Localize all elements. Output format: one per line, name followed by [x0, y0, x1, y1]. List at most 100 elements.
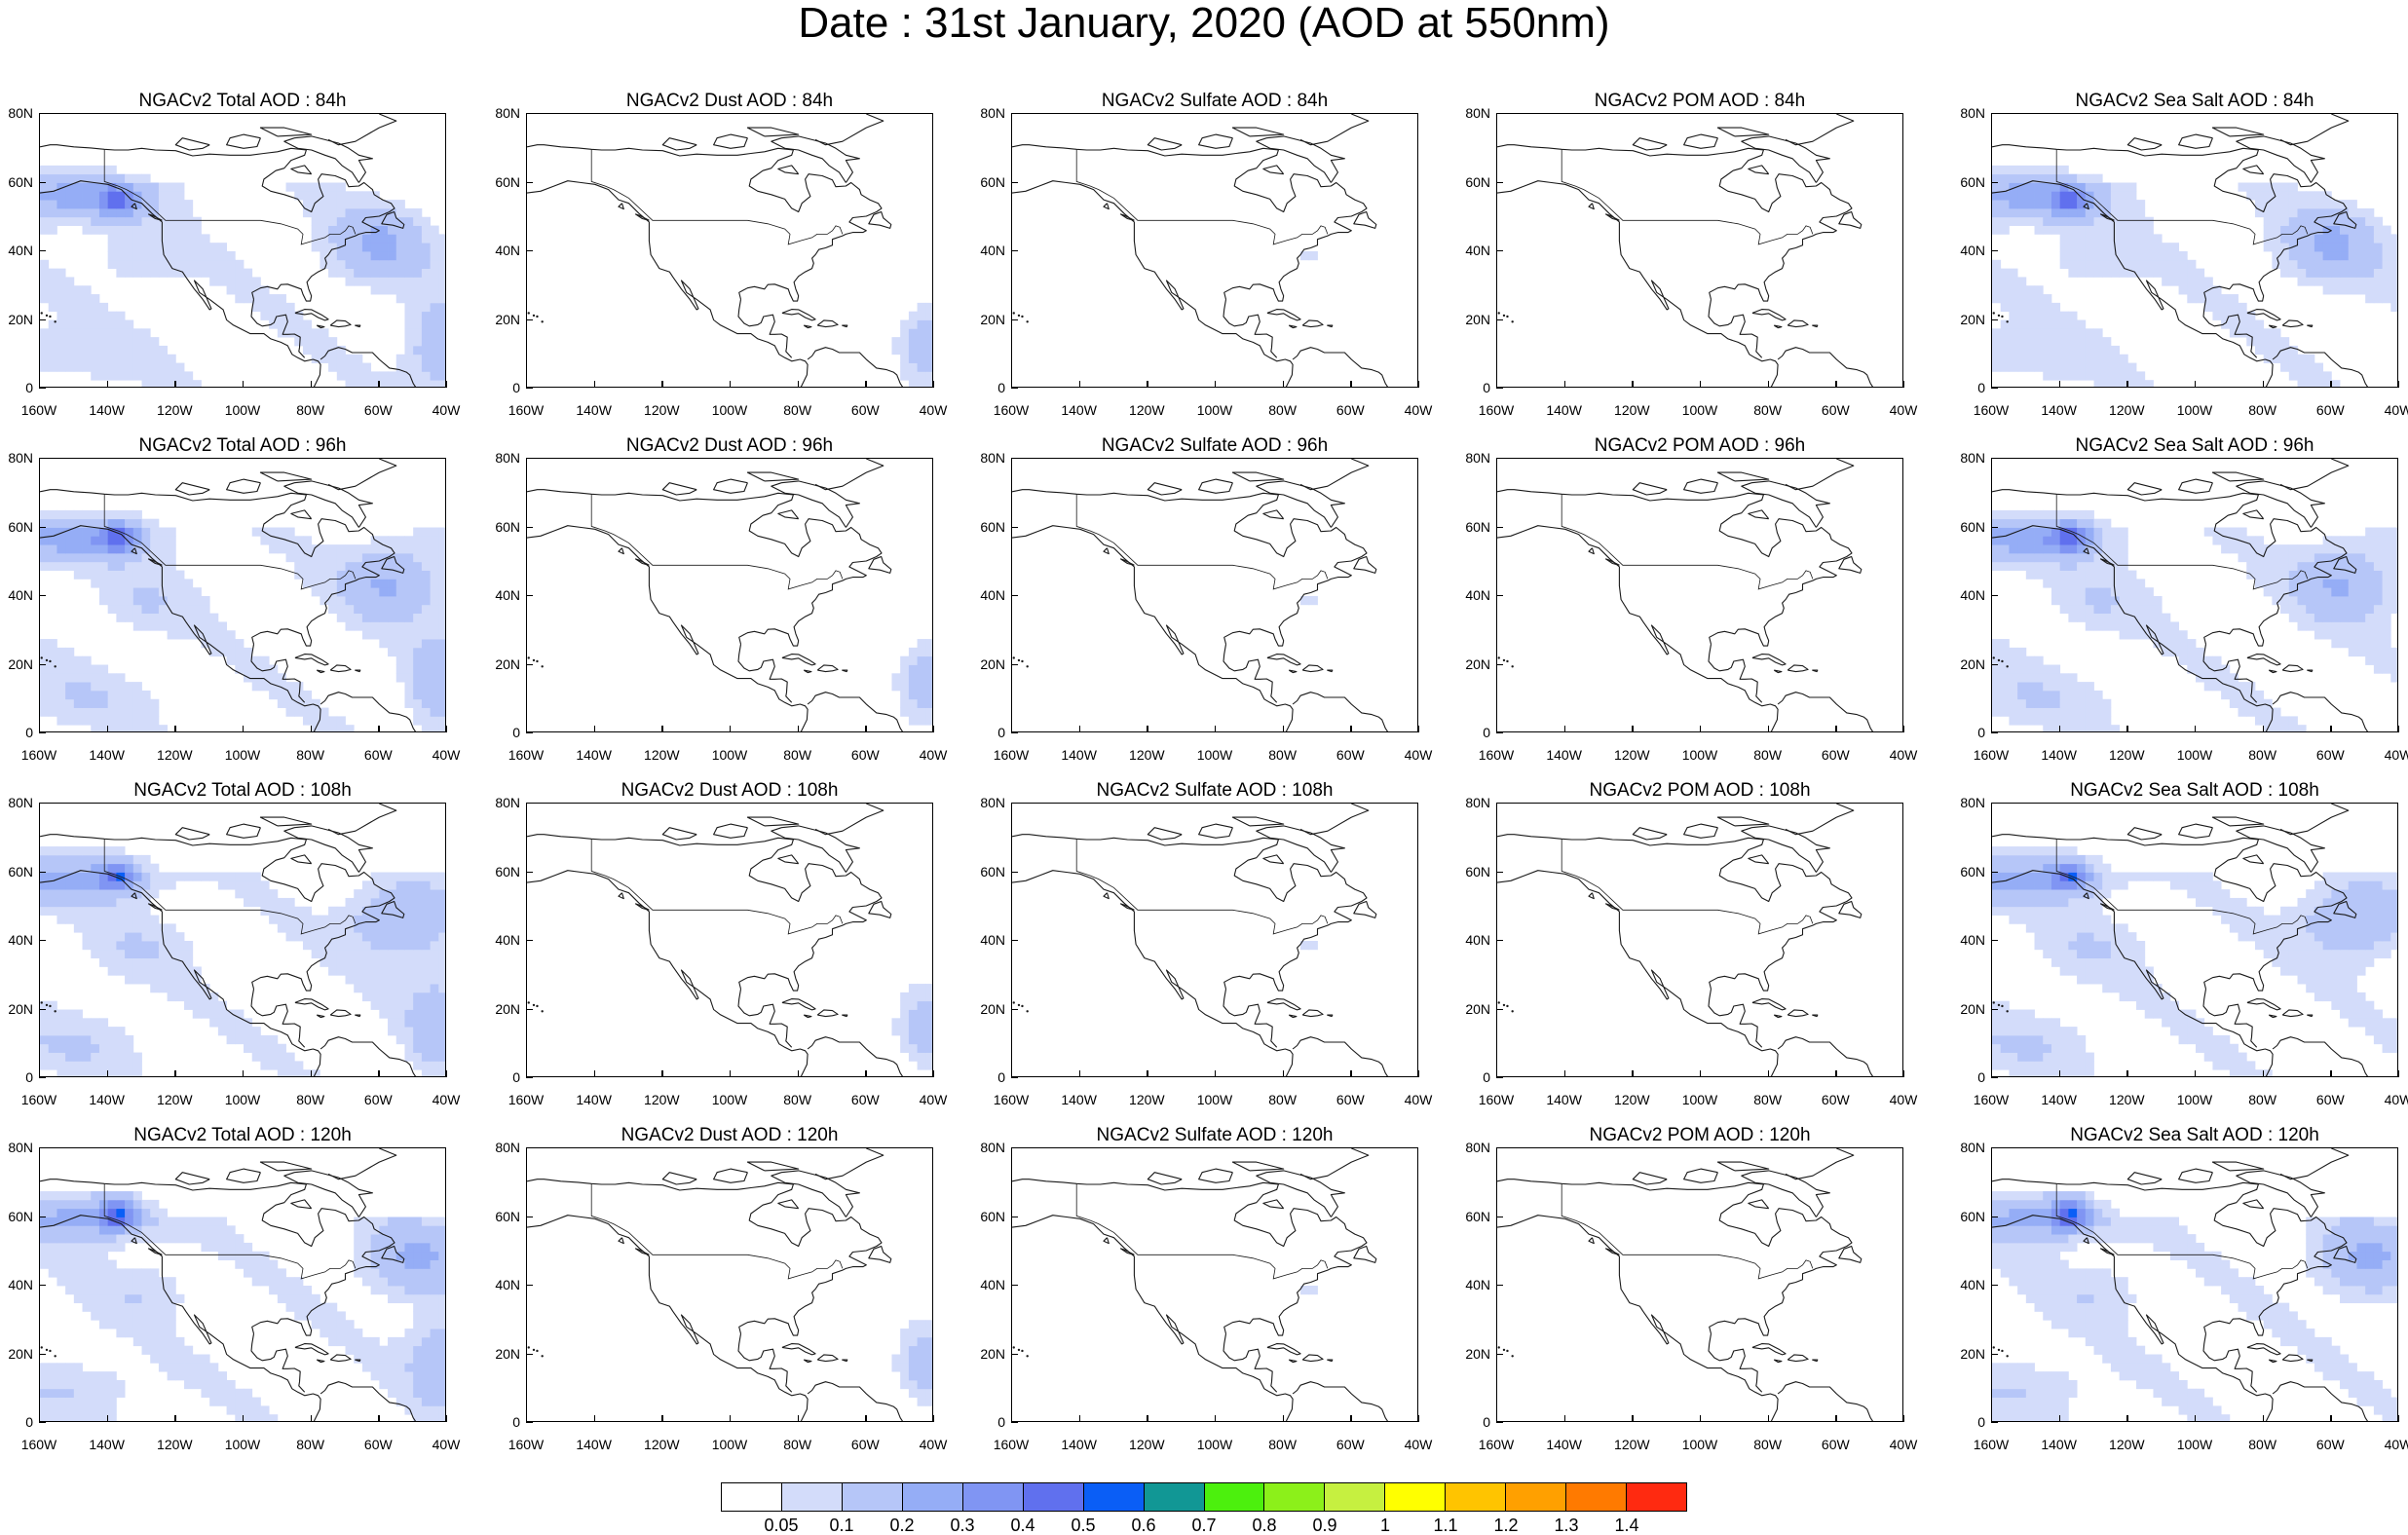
aod-cell [2086, 725, 2094, 732]
aod-cell [40, 355, 49, 363]
aod-cell [286, 1061, 295, 1069]
island-dot [1498, 656, 1500, 658]
coastline [804, 325, 811, 328]
aod-cell [918, 1044, 926, 1053]
aod-cell [2374, 251, 2383, 260]
aod-cell [1992, 285, 2001, 294]
aod-cell [49, 346, 57, 355]
aod-cell [2383, 889, 2391, 898]
panel-title: NGACv2 Dust AOD : 84h [526, 90, 933, 115]
aod-cell [2289, 208, 2298, 217]
aod-cell [2289, 605, 2298, 614]
aod-cell [184, 1355, 193, 1364]
aod-cell [396, 1355, 405, 1364]
aod-cell [2331, 941, 2340, 950]
aod-cell [175, 380, 184, 388]
aod-cell [2086, 950, 2094, 958]
aod-cell [918, 320, 926, 329]
aod-cell [56, 1405, 65, 1414]
aod-cell [91, 200, 99, 208]
aod-cell [2068, 716, 2077, 725]
aod-cell [2060, 1053, 2069, 1062]
lon-tick [1147, 726, 1148, 732]
aod-cell [918, 1001, 926, 1010]
aod-cell [2298, 932, 2307, 941]
aod-cell [2111, 873, 2120, 881]
lon-tick [378, 726, 379, 732]
aod-cell [2340, 932, 2349, 941]
aod-cell [909, 665, 918, 674]
lon-label: 60W [1326, 1093, 1374, 1106]
aod-cell [2068, 371, 2077, 380]
aod-cell [354, 932, 362, 941]
aod-cell [2026, 510, 2035, 519]
panel-title: NGACv2 Total AOD : 96h [39, 434, 446, 460]
aod-cell [125, 355, 133, 363]
lon-label: 80W [1744, 1093, 1792, 1106]
aod-cell [74, 312, 83, 320]
aod-cell [925, 1001, 933, 1010]
aod-cell [2060, 312, 2069, 320]
aod-cell [2306, 363, 2314, 372]
aod-cell [260, 303, 269, 312]
aod-cell [371, 579, 380, 587]
lat-label: 60N [1455, 175, 1490, 189]
aod-cell [2356, 923, 2365, 932]
aod-cell [438, 621, 446, 630]
coastline [1749, 855, 1769, 864]
aod-cell [396, 1363, 405, 1371]
aod-cell [431, 303, 439, 312]
lon-tick [2263, 1070, 2264, 1077]
aod-cell [2026, 553, 2035, 562]
aod-cell [2102, 916, 2111, 924]
aod-shading [1300, 251, 1318, 260]
aod-cell [2060, 251, 2069, 260]
aod-cell [312, 562, 320, 571]
lat-tick [39, 113, 46, 114]
aod-cell [65, 1260, 74, 1269]
aod-cell [2060, 907, 2069, 916]
aod-cell [2086, 328, 2094, 337]
aod-cell [91, 226, 99, 235]
aod-cell [2306, 596, 2314, 605]
aod-cell [99, 1389, 108, 1398]
aod-cell [2068, 346, 2077, 355]
aod-cell [184, 630, 193, 639]
aod-cell [294, 320, 303, 329]
aod-cell [99, 1027, 108, 1035]
coastline [815, 804, 884, 835]
lon-tick [2195, 1070, 2196, 1077]
aod-cell [159, 1329, 168, 1337]
aod-cell [371, 630, 380, 639]
aod-cell [2051, 691, 2060, 699]
aod-cell [2077, 553, 2086, 562]
lat-tick [1011, 940, 1018, 941]
aod-cell [193, 1363, 202, 1371]
lat-tick [1991, 113, 1998, 114]
aod-cell [2356, 966, 2365, 975]
aod-cell [159, 226, 168, 235]
coastline [1327, 1015, 1333, 1017]
aod-cell [269, 1268, 278, 1277]
aod-cell [2026, 708, 2035, 717]
aod-cell [168, 992, 176, 1001]
aod-cell [2179, 880, 2188, 889]
aod-cell [2298, 621, 2307, 630]
island-dot [46, 315, 48, 317]
lat-tick [1991, 182, 1998, 183]
aod-cell [133, 251, 142, 260]
aod-cell [328, 587, 337, 596]
aod-cell [2365, 873, 2374, 881]
aod-cell [438, 269, 446, 278]
aod-cell [2127, 579, 2136, 587]
aod-cell [2094, 380, 2103, 388]
aod-cell [396, 251, 405, 260]
aod-cell [431, 243, 439, 251]
lat-label: 40N [1455, 243, 1490, 257]
aod-cell [49, 846, 57, 855]
aod-cell [2306, 605, 2314, 614]
aod-cell [2035, 346, 2044, 355]
aod-cell [201, 260, 209, 269]
island-dot [54, 665, 56, 667]
lat-label: 80N [485, 451, 520, 465]
